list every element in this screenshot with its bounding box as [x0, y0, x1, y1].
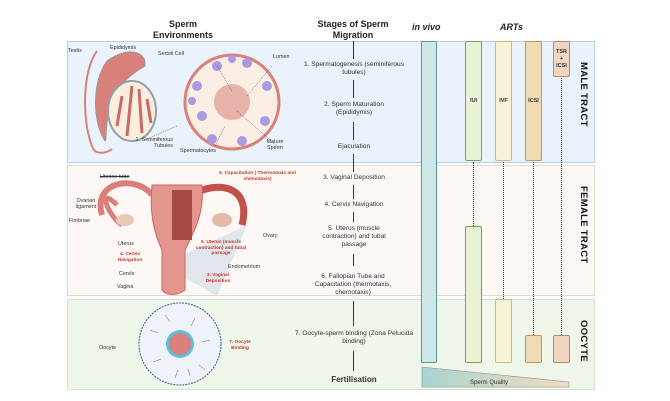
icsi-oocyte-bar	[525, 335, 542, 363]
tsr-icsi-bar: TSR + ICSI	[553, 41, 570, 77]
tsr-oocyte-bar	[553, 335, 570, 363]
region-oocyte: OOCYTE	[578, 320, 589, 362]
label-spermatocytes: Spermatocytes	[180, 148, 216, 154]
icsi-bar: ICSI	[525, 41, 542, 161]
stage-ejaculation: Ejaculation	[337, 143, 371, 150]
label-testis: Testis	[68, 48, 82, 54]
stage-fertilisation: Fertilisation	[331, 375, 377, 384]
tsr-dotted-line	[561, 78, 562, 335]
header-in-vivo: in vivo	[412, 22, 441, 32]
header-arts: ARTs	[500, 22, 524, 32]
label-lumen: Lumen	[273, 54, 290, 60]
region-female-tract: FEMALE TRACT	[578, 186, 589, 264]
label-uterus-passage: 5. Uterus (muscle contraction) and tubal…	[195, 240, 247, 256]
iui-dotted-line	[473, 162, 474, 226]
stage-connector	[353, 154, 354, 172]
stage-1: 1. Spermatogenesis (seminiferous tubules…	[303, 61, 405, 76]
iui-bar: IUI	[465, 41, 482, 161]
stage-5: 5. Uterus (muscle contraction) and tubal…	[322, 225, 386, 248]
ivf-label: IVF	[499, 98, 508, 104]
tsr-icsi-label: TSR + ICSI	[556, 48, 567, 69]
stage-2: 2. Sperm Maturation (Epididymis)	[324, 101, 384, 116]
iui-female-bar	[465, 226, 482, 363]
label-fimbriae: Fimbriae	[69, 218, 90, 224]
stage-connector	[353, 122, 354, 140]
icsi-label: ICSI	[528, 98, 539, 104]
label-vagina: Vagina	[117, 284, 134, 290]
oocyte-illustration	[138, 302, 222, 386]
sperm-quality-wedge	[421, 366, 570, 388]
ivf-bar: IVF	[495, 41, 512, 161]
label-cervix: Cervix	[119, 271, 135, 277]
label-epididymis: Epididymis	[110, 45, 137, 51]
label-endometrium: Endometrium	[228, 264, 261, 270]
label-sertoli: Sertoli Cell	[158, 51, 185, 57]
label-capacitation: 6. Capacitation ( Thermotaxis and chemot…	[219, 171, 296, 182]
stage-connector	[353, 212, 354, 222]
sperm-quality-label: Sperm Quality	[470, 380, 509, 386]
label-mature-sperm: Mature Sperm	[266, 139, 284, 151]
label-ovary: Ovary	[263, 233, 278, 239]
stage-4: 4. Cervix Navigation	[324, 201, 384, 208]
stage-connector	[353, 301, 354, 326]
label-vaginal-deposition: 3. Vaginal Deposition	[205, 273, 231, 284]
label-uterine-tube: Uterine tube	[100, 174, 130, 180]
label-oocyte-binding: 7. Oocyte Binding	[229, 340, 251, 351]
label-seminiferous-tubules: 1. Seminiferous Tubules	[135, 137, 173, 149]
stage-connector	[353, 41, 354, 59]
icsi-dotted-line	[533, 162, 534, 335]
header-environments: Sperm Environments	[152, 19, 213, 40]
iui-label: IUI	[469, 98, 478, 104]
stage-3: 3. Vaginal Deposition	[293, 174, 415, 182]
label-uterus: Uterus	[118, 241, 134, 247]
stage-6: 6. Fallopian Tube and Capacitation (ther…	[314, 273, 392, 296]
stage-connector	[353, 254, 354, 266]
stage-connector	[353, 185, 354, 199]
ivf-dotted-line	[503, 162, 504, 299]
female-tract-illustration	[97, 180, 248, 296]
in-vivo-bar	[421, 41, 437, 363]
stage-7: 7. Oocyte-sperm binding (Zona Pelucida b…	[294, 330, 413, 345]
label-ovarian-ligament: Ovarian ligament	[75, 198, 97, 210]
label-oocyte: Oocyte	[99, 345, 117, 351]
region-male-tract: MALE TRACT	[578, 62, 589, 127]
header-stages: Stages of Sperm Migration	[317, 19, 389, 40]
ivf-oocyte-bar	[495, 299, 512, 363]
stage-connector	[353, 80, 354, 98]
testis-illustration	[84, 50, 281, 154]
label-cervix-navigation: 4. Cervix Navigation	[117, 252, 143, 263]
stage-connector	[353, 351, 354, 371]
